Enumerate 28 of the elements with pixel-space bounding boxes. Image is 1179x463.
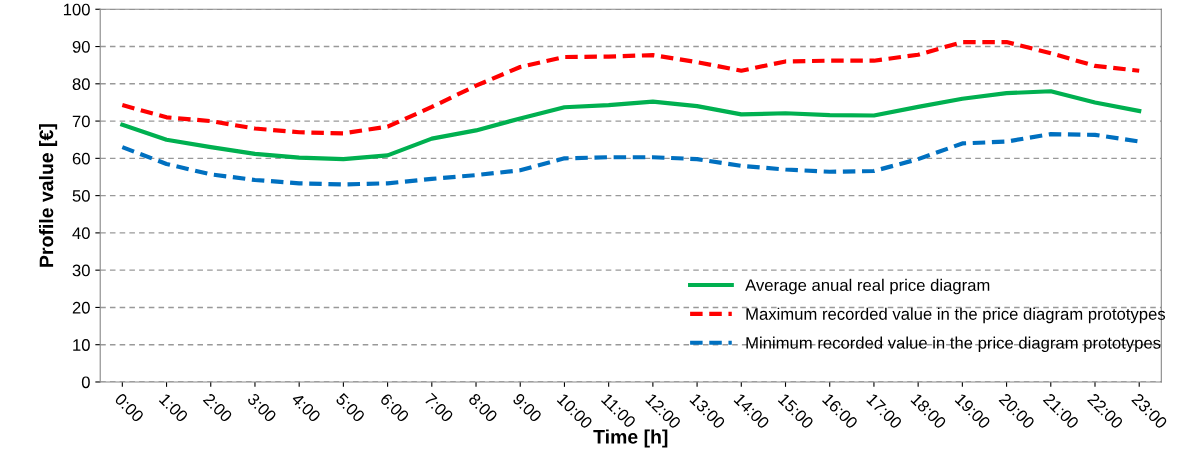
x-tick-label: 3:00 [246,392,278,423]
y-tick-label: 100 [63,3,90,16]
x-tick-label: 4:00 [290,392,322,423]
y-tick-label: 20 [72,301,90,314]
x-axis-title: Time [h] [593,429,668,448]
x-tick-label: 6:00 [379,392,410,423]
y-tick-label: 10 [73,339,90,351]
x-tick-label: 5:00 [335,392,366,423]
line-series [120,39,1142,136]
y-tick-label: 70 [72,115,90,128]
x-tick-label: 7:00 [423,392,454,423]
legend-label: Maximum recorded value in the price diagram prototypes [746,307,1166,324]
y-tick-label: 80 [72,78,90,91]
y-tick-label: 30 [72,264,90,277]
x-tick-label: 1:00 [158,392,189,423]
x-tick-label: 0:00 [114,392,145,423]
legend-label: Average anual real price diagram [745,278,990,295]
x-tick-label: 9:00 [512,392,543,423]
y-tick-label: 90 [72,40,90,53]
y-tick-label: 0 [81,376,90,389]
x-tick-label: 2:00 [202,392,233,423]
y-tick-label: 50 [72,190,90,202]
legend-label: Minimum recorded value in the price diagram prototypes [746,336,1161,353]
y-tick-label: 60 [72,152,90,165]
line-series [120,89,1142,162]
y-axis-title: Profile value [€] [39,124,58,267]
y-tick-label: 40 [72,227,90,240]
x-tick-label: 8:00 [467,392,499,423]
